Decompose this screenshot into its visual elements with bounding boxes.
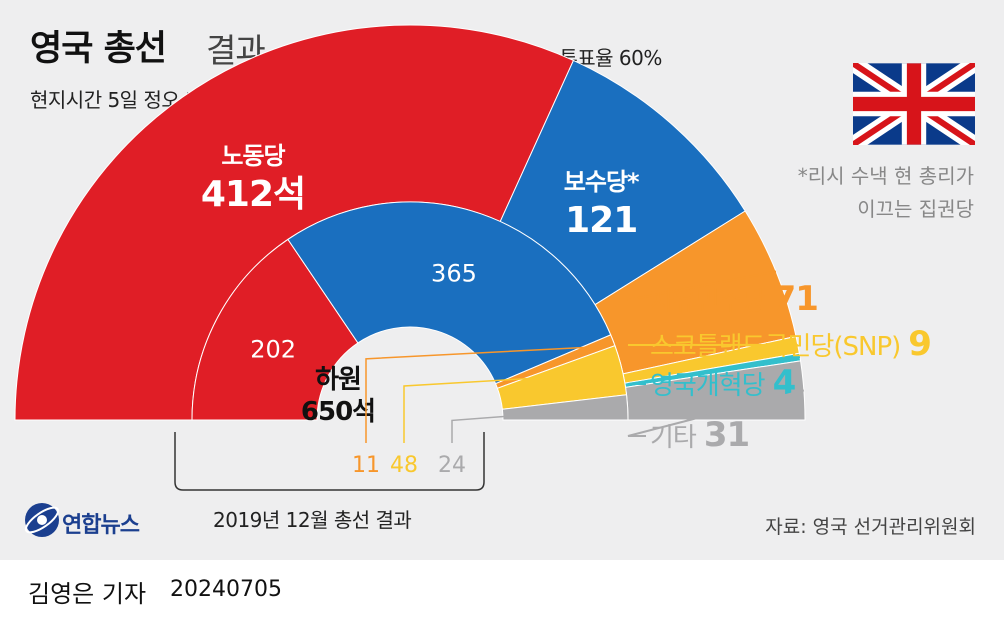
pm-footnote: *리시 수낵 현 총리가 이끄는 집권당	[798, 160, 974, 226]
legend-reform: 영국개혁당 4	[650, 363, 796, 403]
uk-flag-icon	[848, 56, 980, 152]
leader-reform	[627, 356, 801, 385]
label-2019-labour: 202	[250, 335, 296, 363]
bracket-2019	[174, 432, 485, 491]
leader-2019-other	[451, 407, 610, 443]
label-conservative-1: 121	[565, 200, 637, 241]
page-title: 영국 총선	[30, 29, 167, 69]
seat-2019-slice-1	[287, 201, 612, 385]
label-2019-other: 24	[438, 453, 466, 478]
seat-2019-slice-0	[191, 238, 359, 421]
label-labour-1: 412석	[201, 174, 305, 215]
footer-bar	[0, 560, 1004, 621]
parliament-chart: 노동당 412석 보수당* 121 자유민주당 71 스코틀랜드국민당(SNP) 9영국개혁당…	[14, 24, 932, 491]
label-labour-0: 노동당	[221, 142, 285, 170]
center-label-1: 하원	[315, 365, 361, 395]
label-conservative-0: 보수당*	[564, 168, 640, 196]
legend-other: 기타 31	[650, 415, 749, 455]
label-2019-snp: 48	[390, 453, 418, 478]
center-label-2: 650석	[301, 397, 375, 427]
label-2019-libdem: 11	[352, 453, 380, 478]
yonhap-logo-icon	[22, 500, 62, 544]
pm-footnote-line1: *리시 수낵 현 총리가	[797, 164, 974, 188]
yonhap-logo-text: 연합뉴스	[62, 513, 140, 538]
pm-footnote-line2: 이끄는 집권당	[857, 197, 974, 221]
chart-2019-caption: 2019년 12월 총선 결과	[213, 508, 412, 532]
leader-2019-snp	[403, 373, 605, 443]
legend-snp: 스코틀랜드국민당(SNP) 9	[650, 324, 931, 364]
source-note: 자료: 영국 선거관리위원회	[765, 516, 976, 538]
reporter-name: 김영은 기자	[28, 580, 147, 608]
leader-2019-libdem	[365, 346, 597, 443]
publish-date: 20240705	[170, 577, 282, 602]
label-2019-conservative: 365	[431, 259, 477, 287]
legend-libdem: 자유민주당 71	[650, 279, 818, 319]
leader-other	[627, 389, 805, 437]
leader-libdem	[627, 270, 777, 301]
